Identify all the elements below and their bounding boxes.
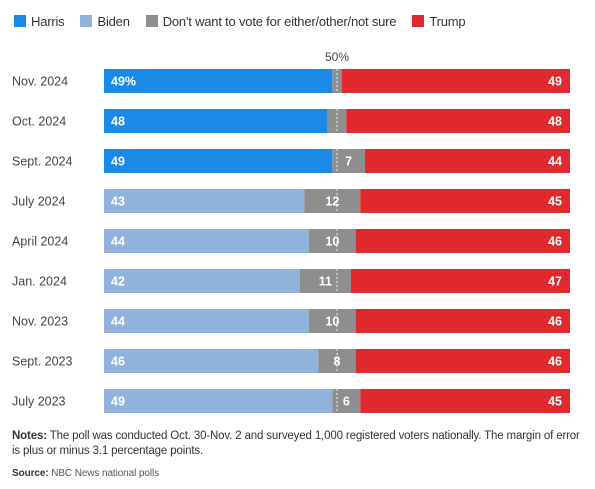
data-label-trump: 49	[548, 75, 562, 89]
legend-swatch	[80, 15, 93, 27]
bar-not-sure	[332, 149, 365, 173]
data-label-trump: 46	[548, 235, 562, 249]
data-label-dem: 49%	[111, 75, 136, 89]
bar-not-sure	[299, 269, 351, 293]
bar-biden	[104, 189, 305, 213]
bar-harris	[104, 149, 333, 173]
legend-label: Harris	[31, 13, 65, 29]
bar-not-sure	[304, 189, 361, 213]
legend-label: Biden	[97, 13, 130, 29]
legend-item: Biden	[80, 13, 130, 29]
data-label-not-sure: 10	[325, 235, 339, 249]
category-label: Oct. 2024	[12, 115, 66, 129]
bar-trump	[364, 149, 570, 173]
category-label: Nov. 2024	[12, 75, 68, 89]
category-label: July 2024	[12, 195, 66, 209]
data-label-dem: 42	[111, 275, 125, 289]
data-label-trump: 48	[548, 115, 562, 129]
legend-label: Don't want to vote for either/other/not …	[162, 13, 397, 29]
data-label-dem: 49	[111, 395, 125, 409]
bar-biden	[104, 269, 300, 293]
bar-trump	[355, 229, 570, 253]
bar-biden	[104, 229, 310, 253]
stacked-bar-chart: 50% Nov. 2024 49% 49 Oct. 2024 48 48 Sept. 2024…	[12, 50, 570, 413]
category-label: Nov. 2023	[12, 315, 68, 329]
data-label-dem: 43	[111, 195, 125, 209]
source-text: NBC News national polls	[48, 468, 159, 479]
legend-label: Trump	[429, 13, 466, 29]
legend-item: Trump	[412, 13, 466, 29]
bar-trump	[355, 349, 570, 373]
data-label-dem: 44	[111, 315, 125, 329]
category-label: April 2024	[12, 235, 68, 249]
data-label-trump: 45	[548, 395, 562, 409]
bar-harris	[104, 109, 328, 133]
source-label: Source:	[12, 468, 49, 479]
data-label-trump: 46	[548, 355, 562, 369]
bar-not-sure	[309, 309, 356, 333]
labels-group: Nov. 2024 49% 49 Oct. 2024 48 48 Sept. 2024 49 7…	[12, 75, 562, 409]
legend-item: Don't want to vote for either/other/not …	[145, 13, 397, 29]
chart-source: Source: NBC News national polls	[12, 468, 159, 479]
data-label-not-sure: 6	[343, 395, 350, 409]
data-label-dem: 48	[111, 115, 125, 129]
bar-trump	[360, 389, 570, 413]
data-label-trump: 45	[548, 195, 562, 209]
bar-biden	[104, 349, 319, 373]
data-label-trump: 46	[548, 315, 562, 329]
chart-notes: Notes: The poll was conducted Oct. 30-No…	[12, 429, 587, 459]
bar-trump	[350, 269, 570, 293]
bar-trump	[341, 69, 570, 93]
midline-label: 50%	[325, 50, 349, 64]
legend-swatch	[412, 15, 425, 27]
notes-label: Notes:	[12, 430, 47, 442]
data-label-dem: 49	[111, 155, 125, 169]
chart-legend: Harris Biden Don't want to vote for either…	[14, 12, 481, 30]
bar-trump	[355, 309, 570, 333]
legend-swatch	[145, 15, 158, 27]
bars-group	[104, 69, 570, 413]
data-label-not-sure: 11	[319, 275, 332, 289]
legend-item: Harris	[14, 13, 65, 29]
notes-text: The poll was conducted Oct. 30-Nov. 2 an…	[12, 430, 580, 457]
bar-biden	[104, 389, 333, 413]
bar-biden	[104, 309, 310, 333]
bar-trump	[346, 109, 570, 133]
category-label: Jan. 2024	[12, 275, 67, 289]
data-label-not-sure: 12	[325, 195, 339, 209]
data-label-trump: 47	[548, 275, 562, 289]
bar-trump	[360, 189, 570, 213]
data-label-not-sure: 7	[345, 155, 352, 169]
data-label-not-sure: 10	[325, 315, 339, 329]
bar-not-sure	[309, 229, 356, 253]
data-label-trump: 44	[548, 155, 562, 169]
data-label-dem: 46	[111, 355, 125, 369]
data-label-not-sure: 8	[334, 355, 341, 369]
bar-harris	[104, 69, 333, 93]
category-label: Sept. 2023	[12, 355, 73, 369]
category-label: July 2023	[12, 395, 66, 409]
category-label: Sept. 2024	[12, 155, 73, 169]
legend-swatch	[14, 15, 26, 27]
data-label-dem: 44	[111, 235, 125, 249]
